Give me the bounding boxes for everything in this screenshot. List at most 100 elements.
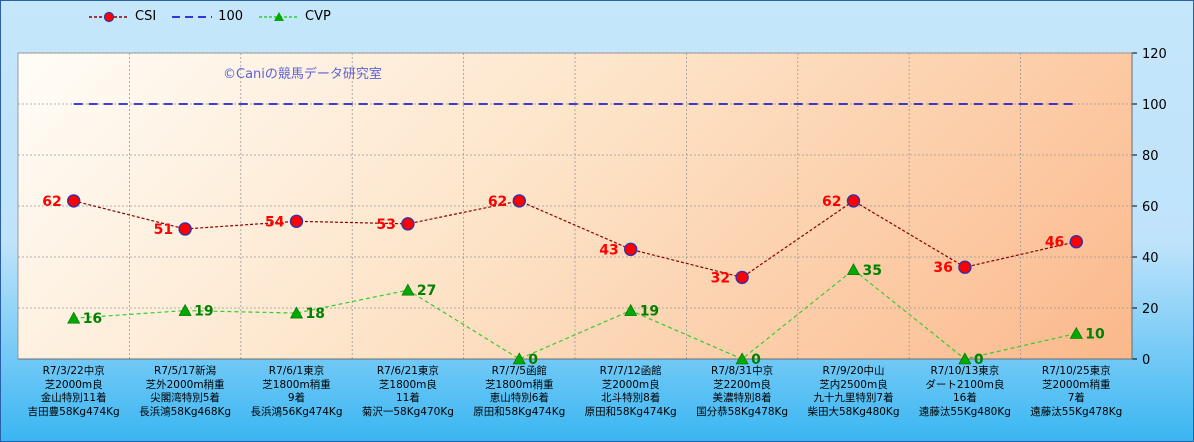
csi-point	[846, 194, 861, 208]
cvp-legend-swatch	[259, 11, 299, 21]
x-category-line: 11着	[395, 392, 420, 404]
csi-data-label: 36	[933, 260, 952, 276]
x-category-line: 16着	[952, 392, 977, 404]
cvp-data-label: 16	[83, 311, 102, 327]
cvp-point	[735, 352, 749, 365]
csi-point	[178, 222, 192, 236]
x-category-line: 菊沢一58Kg470Kg	[361, 405, 454, 418]
cvp-point	[67, 311, 81, 324]
x-category-line: 原田和58Kg474Kg	[584, 405, 677, 418]
y-tick-label: 40	[1142, 251, 1159, 266]
cvp-data-label: 10	[1085, 327, 1105, 343]
x-category-line: 北斗特別8着	[601, 392, 661, 404]
csi-data-label: 53	[376, 217, 395, 233]
x-category-label: R7/9/20中山 芝内2500m良 九十九里特別7着 柴田大58Kg480Kg	[799, 365, 909, 419]
cvp-point	[1069, 326, 1083, 339]
csi-data-label: 62	[42, 194, 61, 210]
x-category-label: R7/10/13東京 ダート2100m良 16着 遠藤汰55Kg480Kg	[910, 365, 1020, 419]
csi-point	[958, 260, 972, 274]
cvp-point	[401, 283, 415, 296]
x-category-line: 芝1800m稍重	[485, 378, 554, 391]
x-category-line: 尖閣湾特別5着	[150, 392, 220, 404]
cvp-data-label: 35	[863, 263, 882, 279]
x-category-line: ダート2100m良	[925, 378, 1005, 391]
x-category-line: 長浜鴻56Kg474Kg	[250, 405, 343, 418]
csi-point	[735, 270, 749, 285]
100-legend-swatch	[172, 15, 213, 18]
csi-data-label: 51	[154, 222, 173, 238]
cvp-data-label: 19	[640, 304, 659, 320]
csi-point	[512, 194, 526, 208]
x-category-line: 芝1800m良	[378, 378, 437, 391]
x-category-line: 遠藤汰55Kg480Kg	[918, 405, 1011, 418]
cvp-data-label: 19	[194, 304, 213, 320]
x-category-line: 9着	[287, 392, 306, 404]
csi-legend-swatch	[89, 11, 129, 22]
x-category-line: 芝外2000m稍重	[145, 378, 225, 391]
y-tick-label: 80	[1142, 149, 1159, 164]
cvp-point	[289, 306, 304, 319]
legend: CSI 100 CVP	[89, 9, 347, 24]
x-category-line: 美濃特別8着	[712, 392, 772, 404]
y-tick-label: 0	[1142, 353, 1150, 368]
x-category-line: 九十九里特別7着	[813, 392, 894, 404]
cvp-data-label: 0	[751, 352, 761, 368]
x-category-line: 原田和58Kg474Kg	[473, 405, 566, 418]
x-category-line: R7/7/5函館	[491, 365, 547, 377]
y-tick-label: 120	[1142, 47, 1167, 62]
x-category-line: R7/8/31中京	[711, 365, 774, 377]
x-category-line: 芝内2500m良	[819, 378, 888, 391]
csi-point	[1069, 234, 1084, 249]
csi-data-label: 43	[599, 242, 618, 258]
x-category-label: R7/6/21東京 芝1800m良 11着 菊沢一58Kg470Kg	[353, 365, 463, 419]
x-category-line: 遠藤汰55Kg478Kg	[1030, 405, 1123, 418]
watermark-text: ©Caniの競馬データ研究室	[223, 66, 382, 82]
x-category-line: R7/9/20中山	[822, 365, 885, 377]
x-category-line: 7着	[1067, 392, 1085, 404]
legend-label-100: 100	[218, 9, 243, 24]
cvp-data-label: 0	[528, 352, 538, 368]
x-category-line: R7/10/13東京	[930, 365, 1000, 377]
x-category-line: 芝2200m良	[713, 378, 772, 391]
x-category-line: R7/5/17新潟	[154, 365, 217, 377]
x-category-label: R7/6/1東京 芝1800m稍重 9着 長浜鴻56Kg474Kg	[242, 365, 352, 419]
legend-item-100: 100	[172, 9, 243, 24]
x-category-label: R7/10/25東京 芝2000m稍重 7着 遠藤汰55Kg478Kg	[1021, 365, 1131, 419]
csi-point	[66, 194, 81, 208]
cvp-point	[846, 263, 861, 276]
csi-data-label: 46	[1045, 235, 1064, 251]
x-category-line: 芝2000m稍重	[1042, 378, 1111, 391]
csi-point	[401, 217, 415, 231]
x-category-label: R7/3/22中京 芝2000m良 金山特別11着 吉田豊58Kg474Kg	[19, 365, 129, 419]
x-category-line: 芝2000m良	[601, 378, 660, 391]
x-category-line: 柴田大58Kg480Kg	[807, 405, 900, 418]
cvp-data-label: 27	[417, 283, 436, 299]
legend-item-csi: CSI	[89, 9, 156, 24]
x-category-line: R7/10/25東京	[1041, 365, 1111, 377]
csi-data-label: 32	[711, 270, 730, 286]
cvp-point	[958, 352, 972, 365]
series-csi-line	[73, 200, 1077, 279]
x-category-line: 国分恭58Kg478Kg	[696, 405, 789, 418]
x-category-line: 芝1800m稍重	[262, 378, 331, 391]
y-tick-label: 100	[1142, 98, 1167, 113]
x-category-label: R7/7/5函館 芝1800m稍重 恵山特別6着 原田和58Kg474Kg	[464, 365, 574, 419]
csi-data-label: 54	[265, 214, 285, 230]
x-category-label: R7/8/31中京 芝2200m良 美濃特別8着 国分恭58Kg478Kg	[687, 365, 797, 419]
series-cvp-line	[73, 268, 1077, 360]
x-category-line: R7/6/1東京	[268, 365, 325, 377]
legend-label-csi: CSI	[135, 9, 157, 24]
csi-data-label: 62	[488, 194, 507, 210]
legend-label-cvp: CVP	[305, 9, 331, 24]
cvp-point	[512, 352, 526, 365]
x-category-label: R7/5/17新潟 芝外2000m稍重 尖閣湾特別5着 長浜鴻58Kg468Kg	[130, 365, 240, 419]
x-category-line: 恵山特別6着	[489, 392, 549, 404]
cvp-point	[178, 303, 192, 316]
x-category-line: R7/7/12函館	[599, 365, 662, 377]
x-category-line: 吉田豊58Kg474Kg	[27, 405, 120, 418]
x-category-label: R7/7/12函館 芝2000m良 北斗特別8着 原田和58Kg474Kg	[576, 365, 686, 419]
y-tick-label: 20	[1142, 302, 1159, 317]
csi-point	[289, 214, 304, 229]
